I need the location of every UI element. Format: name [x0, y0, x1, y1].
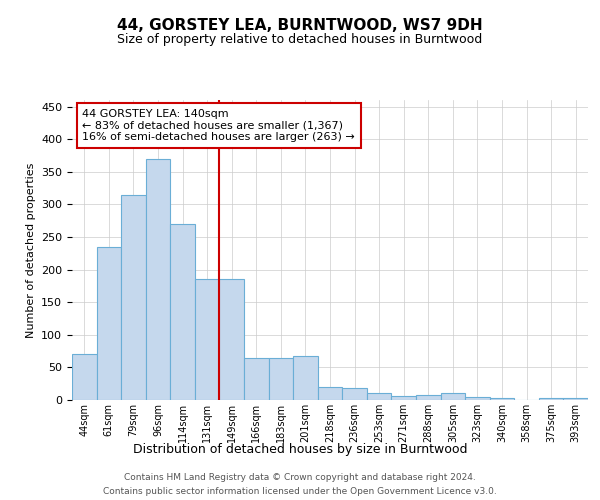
Text: 44, GORSTEY LEA, BURNTWOOD, WS7 9DH: 44, GORSTEY LEA, BURNTWOOD, WS7 9DH — [117, 18, 483, 32]
Bar — [269, 358, 293, 400]
Bar — [195, 280, 220, 400]
Bar — [170, 224, 195, 400]
Bar — [563, 398, 588, 400]
Bar — [342, 388, 367, 400]
Bar — [146, 158, 170, 400]
Text: Contains HM Land Registry data © Crown copyright and database right 2024.: Contains HM Land Registry data © Crown c… — [124, 472, 476, 482]
Bar — [367, 394, 391, 400]
Text: Distribution of detached houses by size in Burntwood: Distribution of detached houses by size … — [133, 442, 467, 456]
Bar — [440, 394, 465, 400]
Bar — [72, 354, 97, 400]
Text: Contains public sector information licensed under the Open Government Licence v3: Contains public sector information licen… — [103, 488, 497, 496]
Y-axis label: Number of detached properties: Number of detached properties — [26, 162, 35, 338]
Bar — [97, 246, 121, 400]
Bar — [293, 356, 318, 400]
Bar — [416, 395, 440, 400]
Text: 44 GORSTEY LEA: 140sqm
← 83% of detached houses are smaller (1,367)
16% of semi-: 44 GORSTEY LEA: 140sqm ← 83% of detached… — [82, 109, 355, 142]
Bar — [121, 194, 146, 400]
Bar — [490, 398, 514, 400]
Text: Size of property relative to detached houses in Burntwood: Size of property relative to detached ho… — [118, 32, 482, 46]
Bar — [465, 396, 490, 400]
Bar — [244, 358, 269, 400]
Bar — [391, 396, 416, 400]
Bar — [318, 387, 342, 400]
Bar — [539, 398, 563, 400]
Bar — [220, 280, 244, 400]
